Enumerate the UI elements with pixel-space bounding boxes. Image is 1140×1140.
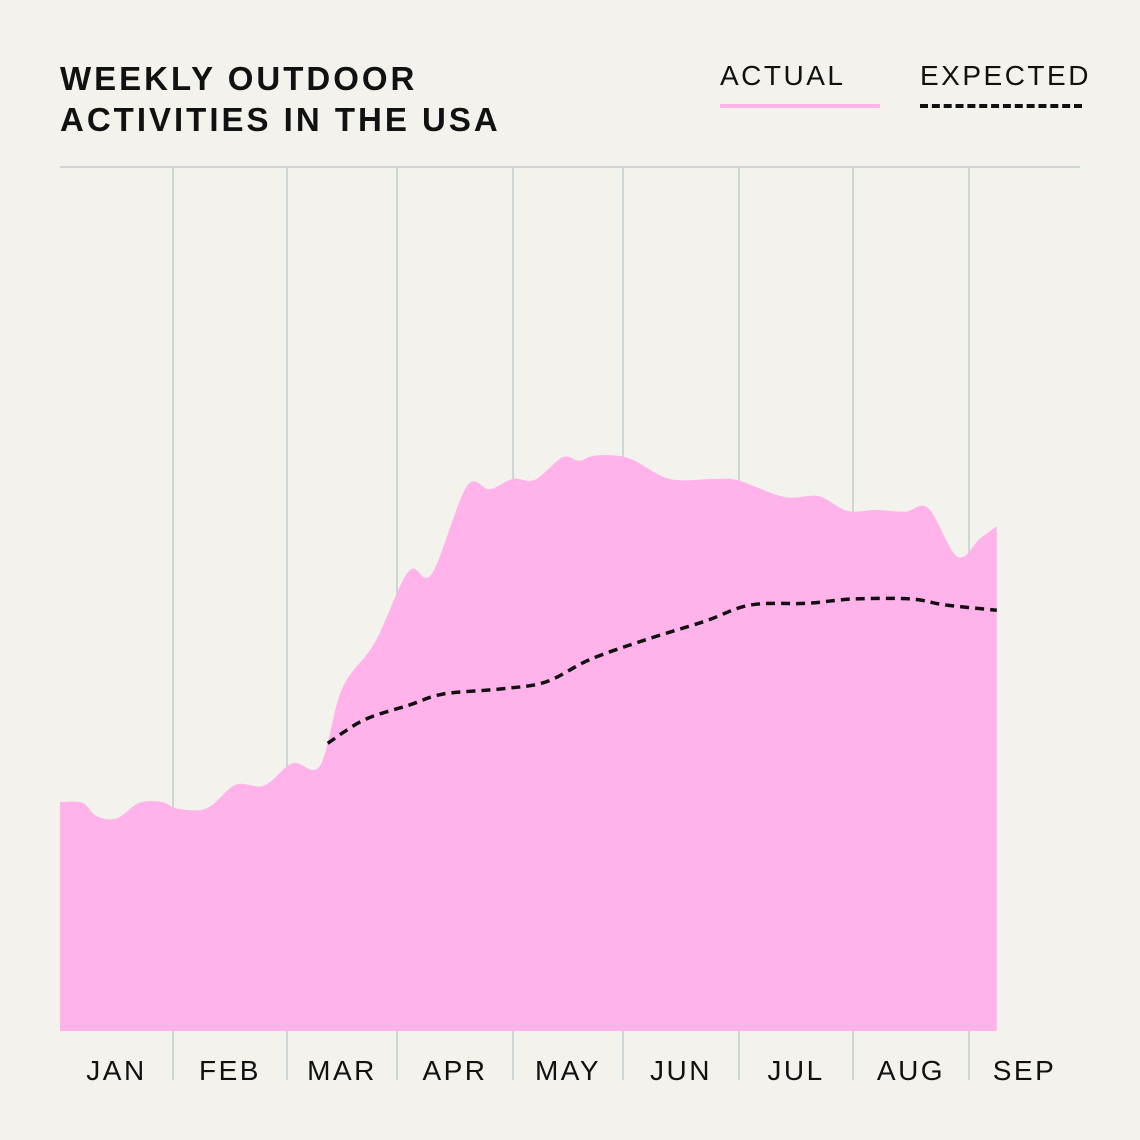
x-tick-label-jun: JUN [650,1055,712,1086]
x-tick-label-may: MAY [535,1055,601,1086]
legend-item-expected: EXPECTED [920,60,1088,108]
legend-label-actual: ACTUAL [720,60,846,91]
x-tick-label-jul: JUL [767,1055,824,1086]
legend-swatch-actual [720,104,880,108]
series-actual-area [60,455,997,1031]
x-tick-label-jan: JAN [86,1055,146,1086]
legend-swatch-expected [920,104,1082,108]
x-tick-label-aug: AUG [877,1055,945,1086]
x-tick-label-apr: APR [422,1055,487,1086]
legend-label-expected: EXPECTED [920,60,1091,91]
legend-item-actual: ACTUAL [720,60,880,108]
chart-title-line-1: WEEKLY OUTDOOR [60,60,418,97]
x-tick-label-sep: SEP [993,1055,1057,1086]
x-tick-label-mar: MAR [307,1055,377,1086]
x-tick-label-feb: FEB [199,1055,261,1086]
chart-title: WEEKLY OUTDOOR ACTIVITIES IN THE USA [60,58,501,140]
chart-title-line-2: ACTIVITIES IN THE USA [60,101,501,138]
